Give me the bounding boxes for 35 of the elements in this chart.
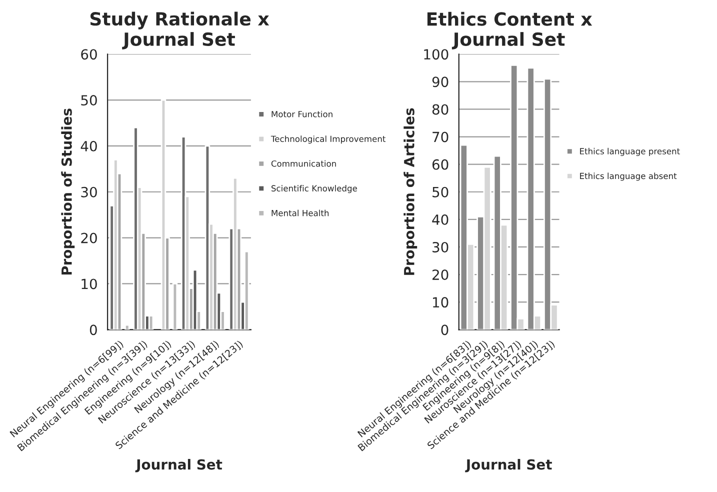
y-tick-label: 30 xyxy=(81,186,97,198)
y-tick-label: 50 xyxy=(432,186,448,198)
x-axis-title: Journal Set xyxy=(465,458,552,472)
y-tick-label: 100 xyxy=(424,49,448,60)
y-tick-label: 0 xyxy=(441,324,448,336)
y-tick-label: 60 xyxy=(81,49,97,60)
y-tick-label: 10 xyxy=(433,297,448,308)
bar xyxy=(244,250,250,330)
y-axis-title: Proportion of Studies xyxy=(61,108,75,275)
legend-label: Motor Function xyxy=(272,110,332,118)
y-tick-label: 50 xyxy=(81,95,97,106)
bar xyxy=(172,283,178,330)
y-tick-label: 30 xyxy=(432,242,448,252)
y-tick-label: 20 xyxy=(81,232,97,244)
bar xyxy=(124,324,130,330)
legend-label: Mental Health xyxy=(272,210,329,216)
y-tick-label: 60 xyxy=(432,159,448,170)
legend-label: Ethics language present xyxy=(580,148,680,156)
x-axis-title: Journal Set xyxy=(135,458,222,472)
y-tick-label: 40 xyxy=(432,214,448,225)
legend-label: Communication xyxy=(271,160,336,167)
legend-label: Ethics language absent xyxy=(580,172,677,181)
legend-label: Technological Improvement xyxy=(270,136,386,144)
y-tick-label: 70 xyxy=(432,132,448,142)
y-tick-label: 20 xyxy=(432,270,448,280)
y-tick-label: 10 xyxy=(82,278,97,290)
chart-title: Study Rationale x Journal Set xyxy=(90,12,270,50)
chart-title: Ethics Content x Journal Set xyxy=(427,12,592,50)
y-tick-label: 80 xyxy=(432,104,448,115)
bar xyxy=(148,315,154,330)
y-tick-label: 0 xyxy=(90,324,97,336)
y-axis-title: Proportion of Articles xyxy=(404,108,418,275)
y-tick-label: 40 xyxy=(80,140,97,152)
y-tick-label: 90 xyxy=(432,76,448,88)
legend-label: Scientific Knowledge xyxy=(272,185,357,194)
